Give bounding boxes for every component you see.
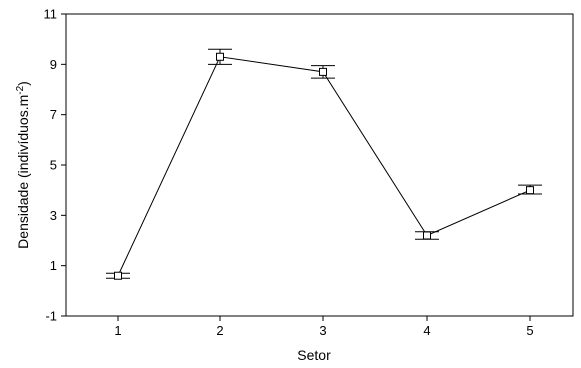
- data-point: [526, 186, 534, 195]
- x-tick-label: 1: [114, 323, 121, 338]
- y-tick-label: 9: [50, 57, 57, 72]
- y-tick-label: 5: [50, 158, 57, 173]
- y-axis-title-superscript: -2: [15, 85, 26, 94]
- x-tick-label: 4: [423, 323, 430, 338]
- data-point: [114, 271, 122, 280]
- y-tick-label: 3: [50, 208, 57, 223]
- series-layer: [106, 48, 542, 280]
- y-tick-label: 1: [50, 258, 57, 273]
- data-point: [423, 231, 431, 240]
- data-point: [216, 52, 224, 61]
- y-tick-label: 7: [50, 107, 57, 122]
- y-axis-title-close: ): [15, 81, 31, 86]
- y-tick-label: 11: [44, 7, 58, 22]
- y-axis-title: Densidade (indivíduos.m-2): [15, 81, 31, 249]
- x-axis-title: Setor: [297, 347, 331, 363]
- x-tick-label: 3: [319, 323, 326, 338]
- y-axis: -1 1 3 5 7 9 11: [44, 7, 66, 324]
- y-axis-title-main: Densidade (indivíduos.m: [15, 95, 31, 249]
- data-point: [319, 67, 327, 76]
- x-tick-label: 5: [526, 323, 533, 338]
- series-line: [117, 56, 531, 276]
- plot-frame: [65, 13, 574, 317]
- x-axis: 1 2 3 4 5: [114, 316, 534, 338]
- y-tick-label: -1: [45, 309, 57, 324]
- x-tick-label: 2: [216, 323, 223, 338]
